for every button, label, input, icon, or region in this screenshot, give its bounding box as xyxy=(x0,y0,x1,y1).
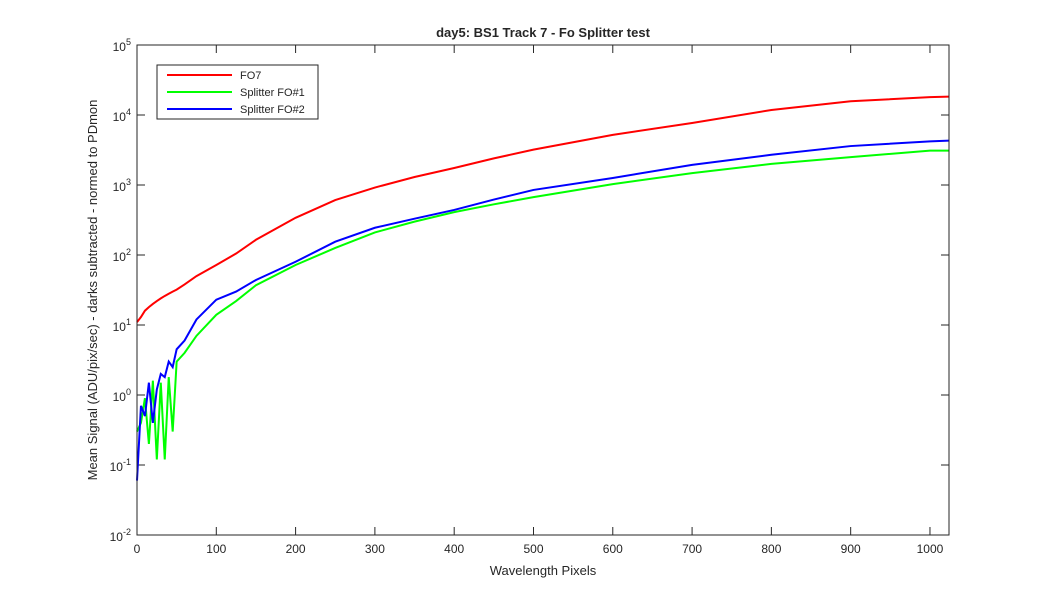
y-axis-label: Mean Signal (ADU/pix/sec) - darks subtra… xyxy=(85,100,100,481)
plot-area xyxy=(137,45,949,535)
legend: FO7 Splitter FO#1 Splitter FO#2 xyxy=(156,64,319,120)
x-tick-label: 400 xyxy=(444,542,464,556)
data-line xyxy=(136,149,949,460)
y-tick-label: 10-1 xyxy=(110,457,131,474)
legend-label: Splitter FO#2 xyxy=(240,104,305,116)
y-tick-label: 10-2 xyxy=(110,527,131,544)
data-line xyxy=(136,139,950,481)
x-tick-label: 700 xyxy=(682,542,702,556)
y-tick-label: 101 xyxy=(113,317,131,334)
plot-frame xyxy=(136,44,950,536)
x-tick-label: 800 xyxy=(761,542,781,556)
x-tick-label: 100 xyxy=(206,542,226,556)
x-tick-label: 0 xyxy=(134,542,141,556)
x-axis-label: Wavelength Pixels xyxy=(490,563,597,578)
data-line xyxy=(136,95,950,323)
legend-label: FO7 xyxy=(240,70,261,82)
x-tick-label: 900 xyxy=(841,542,861,556)
chart-title: day5: BS1 Track 7 - Fo Splitter test xyxy=(436,25,651,40)
y-tick-label: 102 xyxy=(113,247,131,264)
y-tick-label: 105 xyxy=(113,37,131,54)
y-tick-label: 104 xyxy=(113,107,131,124)
y-tick-label: 103 xyxy=(113,177,131,194)
x-tick-label: 500 xyxy=(523,542,543,556)
legend-label: Splitter FO#1 xyxy=(240,87,305,99)
x-tick-label: 600 xyxy=(603,542,623,556)
x-tick-label: 300 xyxy=(365,542,385,556)
x-tick-label: 1000 xyxy=(917,542,944,556)
y-tick-label: 100 xyxy=(113,387,131,404)
x-tick-label: 200 xyxy=(286,542,306,556)
